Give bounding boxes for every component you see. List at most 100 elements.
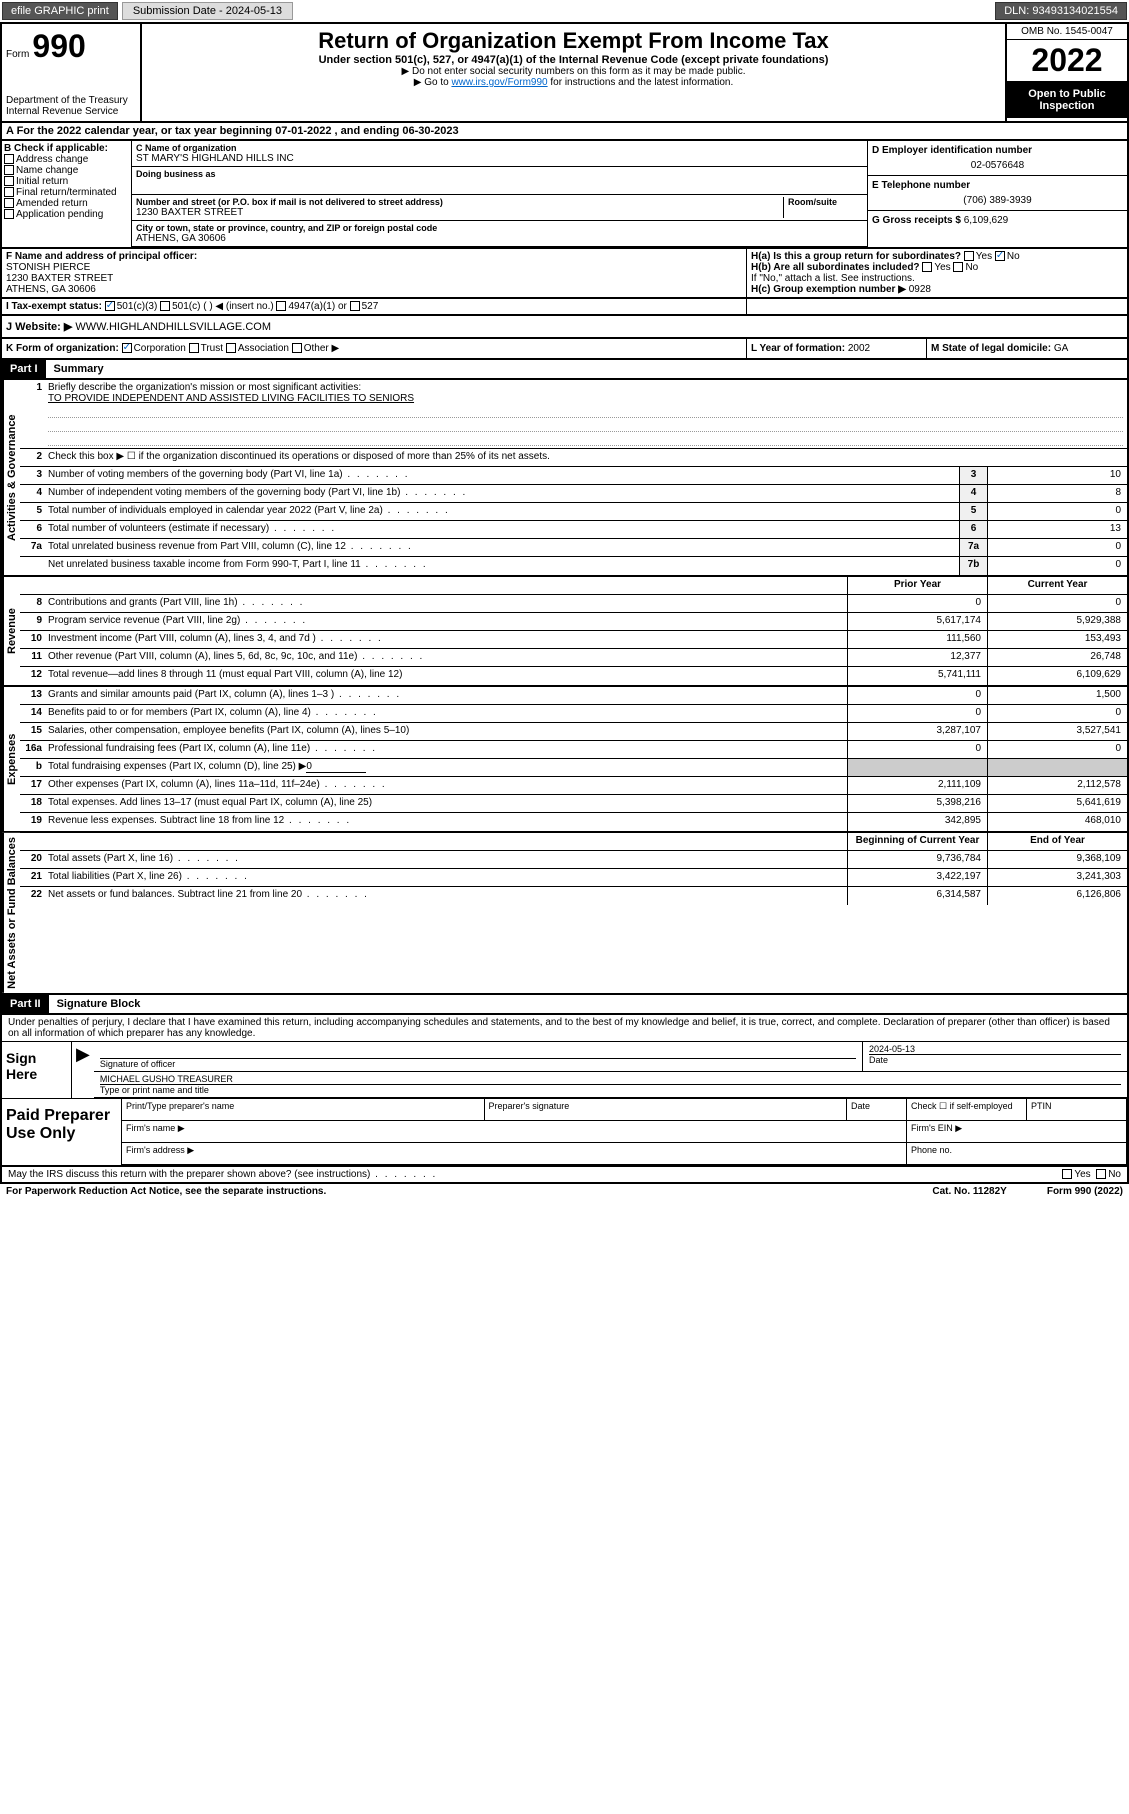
initial-return-check[interactable]: [4, 176, 14, 186]
type-name-label: Type or print name and title: [100, 1084, 1121, 1095]
l15-desc: Salaries, other compensation, employee b…: [44, 723, 847, 740]
dba-label: Doing business as: [136, 169, 863, 179]
l7b-val: 0: [987, 557, 1127, 575]
part1-hdr: Part I: [2, 360, 46, 378]
firm-addr-label: Firm's address ▶: [122, 1143, 907, 1164]
app-pending-check[interactable]: [4, 209, 14, 219]
form-footer: Form 990 (2022): [1047, 1186, 1123, 1197]
irs-link[interactable]: www.irs.gov/Form990: [451, 77, 547, 88]
net-assets-section: Net Assets or Fund Balances Beginning of…: [0, 833, 1129, 995]
cat-no: Cat. No. 11282Y: [932, 1186, 1006, 1197]
firm-name-label: Firm's name ▶: [122, 1121, 907, 1142]
name-change-check[interactable]: [4, 165, 14, 175]
l9-prior: 5,617,174: [847, 613, 987, 630]
room-label: Room/suite: [788, 197, 863, 207]
l4-val: 8: [987, 485, 1127, 502]
sig-officer-label: Signature of officer: [100, 1058, 856, 1069]
website-row: J Website: ▶ WWW.HIGHLANDHILLSVILLAGE.CO…: [0, 316, 1129, 339]
l16a-curr: 0: [987, 741, 1127, 758]
pra-notice: For Paperwork Reduction Act Notice, see …: [6, 1186, 326, 1197]
ha-yes-check[interactable]: [964, 251, 974, 261]
officer-h-row: F Name and address of principal officer:…: [0, 249, 1129, 299]
hc-value: 0928: [909, 284, 931, 295]
hb-label: H(b) Are all subordinates included?: [751, 262, 920, 273]
officer-name-title: MICHAEL GUSHO TREASURER: [100, 1074, 1121, 1084]
part2-hdr: Part II: [2, 995, 49, 1013]
l13-prior: 0: [847, 687, 987, 704]
corp-check[interactable]: [122, 343, 132, 353]
part2-title: Signature Block: [49, 995, 149, 1013]
501c3-check[interactable]: [105, 301, 115, 311]
l7a-desc: Total unrelated business revenue from Pa…: [44, 539, 959, 556]
l6-desc: Total number of volunteers (estimate if …: [44, 521, 959, 538]
g-gross-label: G Gross receipts $: [872, 215, 961, 226]
sig-date-value: 2024-05-13: [869, 1044, 1121, 1054]
dln-btn: DLN: 93493134021554: [995, 2, 1127, 20]
l12-desc: Total revenue—add lines 8 through 11 (mu…: [44, 667, 847, 685]
may-irs-text: May the IRS discuss this return with the…: [8, 1169, 437, 1180]
l14-desc: Benefits paid to or for members (Part IX…: [44, 705, 847, 722]
irs-yes-check[interactable]: [1062, 1169, 1072, 1179]
boy-hdr: Beginning of Current Year: [847, 833, 987, 850]
l16b-desc: Total fundraising expenses (Part IX, col…: [44, 759, 847, 776]
l7b-desc: Net unrelated business taxable income fr…: [44, 557, 959, 575]
eoy-hdr: End of Year: [987, 833, 1127, 850]
l8-prior: 0: [847, 595, 987, 612]
l13-curr: 1,500: [987, 687, 1127, 704]
l12-curr: 6,109,629: [987, 667, 1127, 685]
4947-check[interactable]: [276, 301, 286, 311]
bottom-row: For Paperwork Reduction Act Notice, see …: [0, 1184, 1129, 1199]
l16a-desc: Professional fundraising fees (Part IX, …: [44, 741, 847, 758]
state-domicile: GA: [1054, 343, 1068, 354]
l6-val: 13: [987, 521, 1127, 538]
l1-desc: Briefly describe the organization's miss…: [48, 382, 1123, 393]
hb-yes-check[interactable]: [922, 262, 932, 272]
l14-prior: 0: [847, 705, 987, 722]
officer-city: ATHENS, GA 30606: [6, 284, 742, 295]
other-check[interactable]: [292, 343, 302, 353]
m-label: M State of legal domicile:: [931, 343, 1051, 354]
l22-eoy: 6,126,806: [987, 887, 1127, 905]
l-label: L Year of formation:: [751, 343, 845, 354]
l15-prior: 3,287,107: [847, 723, 987, 740]
year-formation: 2002: [848, 343, 870, 354]
l3-desc: Number of voting members of the governin…: [44, 467, 959, 484]
k-label: K Form of organization:: [6, 343, 119, 354]
date-label: Date: [869, 1054, 1121, 1065]
check-if-label: B Check if applicable:: [4, 143, 129, 154]
submission-btn[interactable]: Submission Date - 2024-05-13: [122, 2, 293, 20]
ein-value: 02-0576648: [872, 156, 1123, 171]
efile-btn[interactable]: efile GRAPHIC print: [2, 2, 118, 20]
ssn-note: ▶ Do not enter social security numbers o…: [146, 66, 1001, 77]
exp-side-label: Expenses: [2, 687, 20, 831]
l20-desc: Total assets (Part X, line 16): [44, 851, 847, 868]
org-name: ST MARY'S HIGHLAND HILLS INC: [136, 153, 863, 164]
assoc-check[interactable]: [226, 343, 236, 353]
governance-section: Activities & Governance 1 Briefly descri…: [0, 380, 1129, 577]
trust-check[interactable]: [189, 343, 199, 353]
l9-curr: 5,929,388: [987, 613, 1127, 630]
l9-desc: Program service revenue (Part VIII, line…: [44, 613, 847, 630]
l10-prior: 111,560: [847, 631, 987, 648]
amended-check[interactable]: [4, 198, 14, 208]
irs-no-check[interactable]: [1096, 1169, 1106, 1179]
officer-addr: 1230 BAXTER STREET: [6, 273, 742, 284]
501c-check[interactable]: [160, 301, 170, 311]
i-label: I Tax-exempt status:: [6, 301, 102, 312]
part1-bar: Part I Summary: [0, 360, 1129, 380]
form-number: 990: [32, 28, 85, 64]
l11-prior: 12,377: [847, 649, 987, 666]
addr-change-check[interactable]: [4, 154, 14, 164]
ha-label: H(a) Is this a group return for subordin…: [751, 251, 961, 262]
hb-no-check[interactable]: [953, 262, 963, 272]
rev-side-label: Revenue: [2, 577, 20, 685]
l18-curr: 5,641,619: [987, 795, 1127, 812]
revenue-section: Revenue Prior YearCurrent Year 8Contribu…: [0, 577, 1129, 687]
527-check[interactable]: [350, 301, 360, 311]
ha-no-check[interactable]: [995, 251, 1005, 261]
open-public-badge: Open to Public Inspection: [1007, 82, 1127, 118]
l12-prior: 5,741,111: [847, 667, 987, 685]
self-employed-check[interactable]: Check ☐ if self-employed: [907, 1099, 1027, 1120]
final-return-check[interactable]: [4, 187, 14, 197]
declaration-text: Under penalties of perjury, I declare th…: [2, 1015, 1127, 1041]
